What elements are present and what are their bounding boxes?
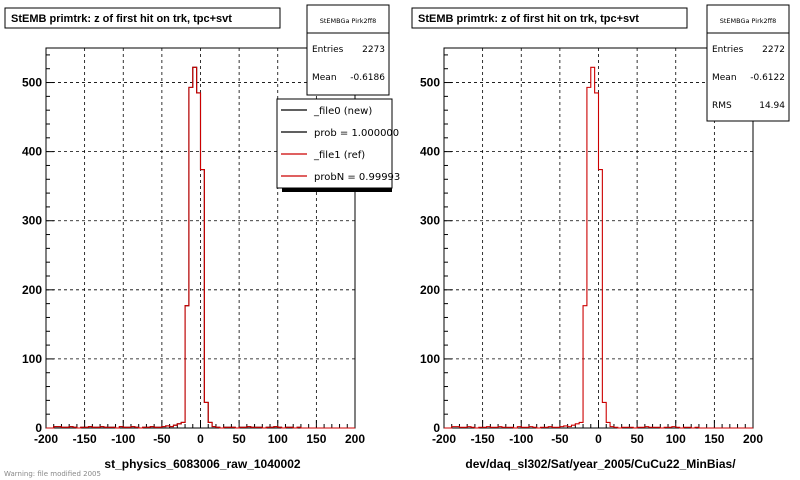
- y-tick-label: 100: [420, 352, 440, 366]
- stats-entries-label: Entries: [712, 45, 744, 55]
- y-tick-label: 100: [22, 352, 42, 366]
- x-tick-label: -150: [471, 432, 495, 446]
- legend-entry: _file1 (ref): [313, 150, 365, 161]
- y-tick-label: 400: [420, 145, 440, 159]
- legend-entry: prob = 1.000000: [314, 128, 399, 139]
- x-tick-label: -100: [509, 432, 533, 446]
- x-tick-label: -100: [111, 432, 135, 446]
- stats-header: StEMBGa Pirk2ff8: [720, 17, 777, 25]
- stats-entries-value: 2272: [762, 45, 785, 55]
- histogram-panel-1: -200 -150 -100 -50 0 50 100 150 200 0 100 200 300 400…: [4, 4, 400, 471]
- x-tick-label: 0: [595, 432, 602, 446]
- y-tick-label: 500: [22, 76, 42, 90]
- x-tick-label: -50: [551, 432, 569, 446]
- histogram-series-1: [444, 66, 753, 429]
- x-tick-label: -200: [432, 432, 456, 446]
- x-tick-label: 100: [666, 432, 686, 446]
- y-tick-label: 200: [420, 283, 440, 297]
- chart-title: StEMB primtrk: z of first hit on trk, tp…: [11, 13, 232, 25]
- stats-box: [706, 4, 790, 122]
- legend-box: [276, 98, 393, 189]
- y-tick-label: 500: [420, 76, 440, 90]
- title-box: [411, 7, 688, 29]
- footer-note: Warning: file modified 2005: [4, 470, 101, 478]
- stats-rms-label: RMS: [712, 101, 732, 111]
- stats-rms-value: 14.94: [759, 101, 785, 111]
- stats-entries-label: Entries: [312, 45, 344, 55]
- y-tick-label: 200: [22, 283, 42, 297]
- y-tick-label: 0: [35, 421, 42, 435]
- x-tick-label: 50: [630, 432, 644, 446]
- y-tick-label: 400: [22, 145, 42, 159]
- legend-entry: _file0 (new): [313, 106, 372, 117]
- stats-mean-label: Mean: [712, 73, 737, 83]
- x-tick-label: 150: [306, 432, 326, 446]
- x-tick-label: -50: [153, 432, 171, 446]
- x-tick-label: 200: [345, 432, 365, 446]
- y-tick-label: 0: [433, 421, 440, 435]
- x-tick-label: -200: [34, 432, 58, 446]
- histogram-series-2: [46, 66, 355, 429]
- x-tick-label: 150: [704, 432, 724, 446]
- x-tick-label: -150: [73, 432, 97, 446]
- chart-title: StEMB primtrk: z of first hit on trk, tp…: [418, 13, 639, 25]
- legend-entry: probN = 0.99993: [314, 172, 400, 183]
- histogram-panel-2: -200 -150 -100 -50 0 50 100 150 200 0 100 200 300 400…: [411, 4, 790, 471]
- y-tick-label: 300: [22, 214, 42, 228]
- title-box: [4, 7, 281, 29]
- stats-header: StEMBGa Pirk2ff8: [320, 17, 377, 25]
- x-tick-label: 0: [197, 432, 204, 446]
- x-tick-label: 50: [232, 432, 246, 446]
- y-tick-label: 300: [420, 214, 440, 228]
- x-tick-label: 200: [743, 432, 763, 446]
- stats-mean-label: Mean: [312, 73, 337, 83]
- x-tick-label: 100: [268, 432, 288, 446]
- stats-box: [306, 4, 390, 96]
- stats-mean-value: -0.6122: [750, 73, 785, 83]
- stats-mean-value: -0.6186: [350, 73, 385, 83]
- x-axis-label: dev/daq_sl302/Sat/year_2005/CuCu22_MinBi…: [465, 457, 736, 471]
- x-axis-label: st_physics_6083006_raw_1040002: [104, 457, 300, 471]
- stats-entries-value: 2273: [362, 45, 385, 55]
